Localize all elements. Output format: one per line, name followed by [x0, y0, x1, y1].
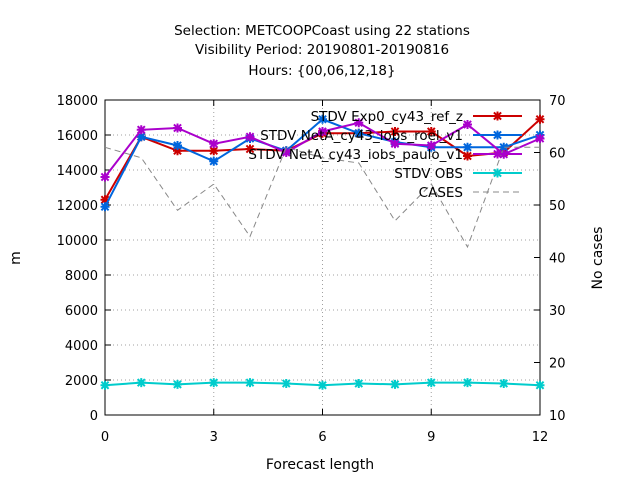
legend-label-3: STDV NetA_cy43_iobs_paulo_v1	[248, 147, 463, 163]
y-tick-label: 8000	[65, 269, 98, 284]
y-tick-label: 0	[90, 409, 98, 424]
y-axis-label: m	[8, 251, 24, 265]
series-1-point	[173, 146, 182, 156]
series-3-point	[209, 139, 219, 149]
series-line-5	[104, 146, 540, 249]
series-4-point	[426, 378, 436, 388]
series-1-point	[209, 146, 219, 156]
series-1-point	[535, 114, 545, 124]
x-tick-label: 3	[210, 430, 218, 445]
chart-title-block: Selection: METCOOPCoast using 22 station…	[174, 23, 470, 79]
y2-tick-label: 70	[549, 94, 566, 109]
series-4-point	[281, 379, 291, 388]
y2-tick-label: 20	[549, 357, 566, 372]
y2-tick-label: 40	[549, 252, 566, 267]
series-2-point	[136, 132, 146, 142]
series-4-point	[318, 380, 327, 390]
y-tick-label: 18000	[57, 94, 98, 109]
y-tick-label: 6000	[65, 304, 98, 319]
series-2-point	[173, 141, 182, 150]
y-tick-label: 10000	[57, 234, 98, 249]
axis-ticks: 0 2000 4000 6000 8000 10000 12000 14000 16000 180…	[57, 94, 566, 445]
y-tick-label: 12000	[57, 199, 98, 214]
legend-marker-1	[493, 111, 502, 121]
series-3-point	[245, 132, 255, 142]
series-3-point	[390, 139, 400, 149]
series-1-point	[100, 195, 110, 205]
y-tick-label: 4000	[65, 339, 98, 354]
series-3-point	[535, 134, 545, 143]
series-4-point	[354, 379, 364, 388]
series-3-point	[463, 120, 472, 129]
x-tick-label: 6	[318, 430, 326, 445]
series-3-point	[173, 123, 182, 133]
legend-marker-2	[493, 130, 502, 140]
y-tick-label: 14000	[57, 164, 98, 179]
legend-marker-3	[493, 149, 502, 159]
legend-label-1: STDV Exp0_cy43_ref_z	[311, 109, 463, 125]
series-4-point	[173, 379, 182, 389]
series-3-point	[136, 125, 146, 135]
series-2-point	[354, 128, 364, 138]
x-tick-label: 12	[532, 430, 549, 445]
legend-label-5: CASES	[419, 185, 463, 201]
y2-tick-label: 50	[549, 199, 566, 214]
series-3-point	[281, 148, 291, 157]
series-2-point	[100, 202, 110, 212]
series-4-point	[209, 378, 219, 388]
y2-tick-label: 10	[549, 409, 566, 424]
x-tick-label: 0	[101, 430, 109, 445]
series-2-point	[499, 142, 509, 152]
chart-title-line-3: Hours: {00,06,12,18}	[248, 63, 395, 79]
series-4-point	[390, 379, 400, 389]
series-2-point	[209, 156, 219, 166]
series-4-point	[245, 378, 255, 388]
series-3-point	[100, 172, 110, 182]
legend: STDV Exp0_cy43_ref_z STDV NetA_cy43_iobs_…	[248, 109, 522, 201]
legend-label-2: STDV NetA_cy43_iobs_roel_v1	[260, 128, 463, 144]
y2-tick-label: 30	[549, 304, 566, 319]
y-tick-label: 16000	[57, 129, 98, 144]
y2-tick-label: 60	[549, 147, 566, 162]
series-1-point	[463, 151, 472, 161]
series-1-point	[426, 127, 436, 136]
series-2-point	[463, 142, 472, 152]
chart-title-line-1: Selection: METCOOPCoast using 22 station…	[174, 23, 470, 39]
series-4-point	[535, 380, 545, 390]
series-4-point	[463, 378, 472, 388]
x-tick-label: 9	[427, 430, 435, 445]
legend-label-4: STDV OBS	[394, 166, 463, 182]
series-4-point	[499, 379, 509, 388]
y-tick-label: 2000	[65, 374, 98, 389]
chart-title-line-2: Visibility Period: 20190801-20190816	[195, 42, 449, 58]
series-3-point	[354, 118, 364, 128]
series-3-point	[318, 127, 327, 136]
series-4-point	[136, 378, 146, 388]
series-2-point	[318, 114, 327, 124]
series-layer	[100, 114, 545, 390]
series-1-point	[245, 144, 255, 154]
x-axis-label: Forecast length	[266, 457, 374, 473]
legend-marker-4	[493, 168, 502, 178]
y2-axis-label: No cases	[590, 227, 606, 290]
series-3-point	[426, 141, 436, 150]
series-1-point	[390, 127, 400, 136]
series-4-point	[100, 380, 110, 390]
